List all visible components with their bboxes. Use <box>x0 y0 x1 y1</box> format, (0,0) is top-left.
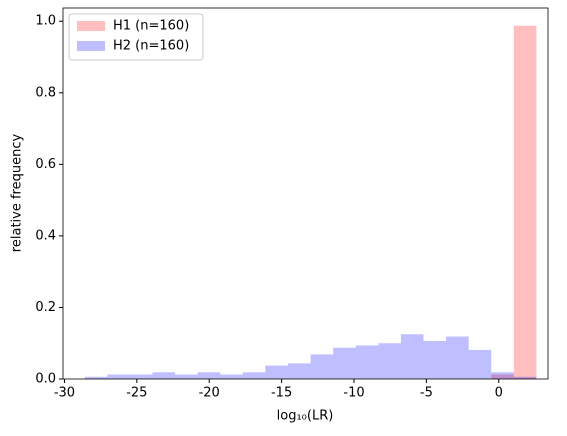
bar <box>468 349 492 379</box>
plot-frame <box>62 7 549 380</box>
y-tick-label: 1.0 <box>35 14 56 29</box>
y-tick-label: 0.0 <box>35 372 56 387</box>
legend-swatch <box>77 41 105 51</box>
bar <box>175 374 198 379</box>
bar <box>423 340 447 379</box>
bar <box>310 354 334 379</box>
bar <box>152 372 176 379</box>
x-tick-label: -15 <box>271 386 292 401</box>
y-tick-label: 0.2 <box>35 300 56 315</box>
x-tick-label: -30 <box>54 386 75 401</box>
bar <box>242 372 266 379</box>
bar <box>197 372 221 379</box>
bar <box>287 363 311 379</box>
legend-box <box>68 13 204 61</box>
bar <box>355 345 379 379</box>
legend-label: H2 (n=160) <box>113 39 189 54</box>
legend-swatch <box>77 21 105 31</box>
y-tick-label: 0.4 <box>35 228 56 243</box>
bar <box>220 374 243 379</box>
y-tick-label: 0.6 <box>35 157 56 172</box>
legend-label: H1 (n=160) <box>113 19 189 34</box>
bar <box>333 347 356 379</box>
bar <box>84 376 108 379</box>
bar <box>513 376 537 379</box>
bar <box>446 336 469 379</box>
bar <box>400 334 424 379</box>
x-tick-label: -10 <box>343 386 364 401</box>
bar <box>378 343 401 379</box>
x-tick-label: -20 <box>199 386 220 401</box>
x-tick-label: 0 <box>495 386 503 401</box>
bar <box>107 374 130 379</box>
bar <box>513 25 537 379</box>
bar <box>491 372 514 379</box>
bar <box>129 374 153 379</box>
y-axis-label: relative frequency <box>10 134 25 253</box>
bar <box>491 374 514 379</box>
x-axis-label: log₁₀(LR) <box>277 409 334 424</box>
x-tick-label: -5 <box>420 386 433 401</box>
bar <box>265 365 288 379</box>
y-tick-label: 0.8 <box>35 85 56 100</box>
x-tick-label: -25 <box>126 386 147 401</box>
